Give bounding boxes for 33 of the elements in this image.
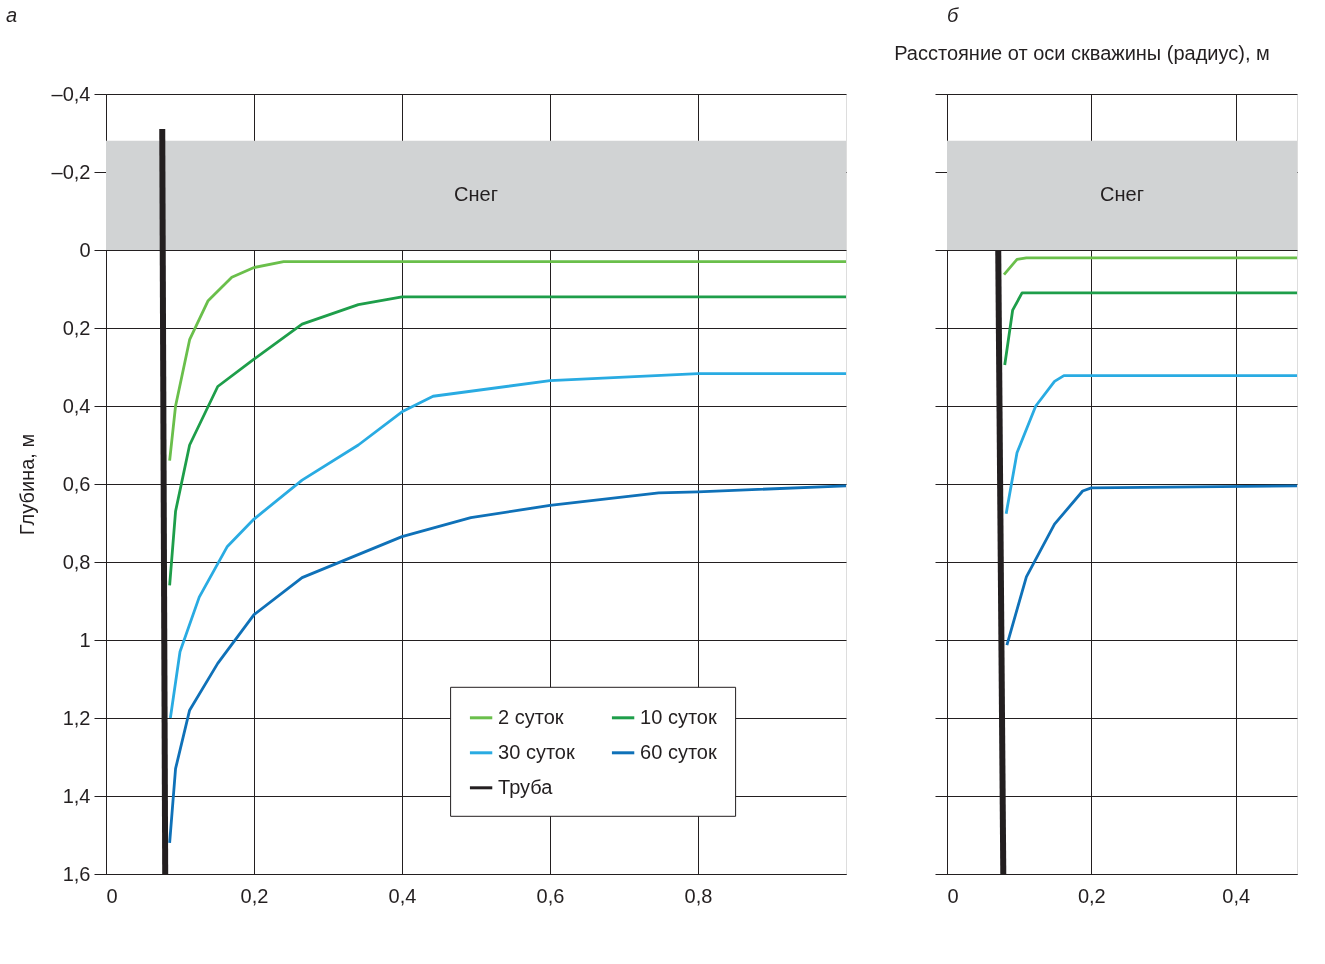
y-tick-label: 1,6 [62,862,91,885]
band-label: Снег [1100,183,1144,206]
line-series [168,260,846,462]
y-tick-label: 1,2 [62,706,91,729]
y-tick-label: 0 [79,238,91,261]
legend-label: 2 суток [498,705,564,728]
x-tick-label: 0,4 [388,884,417,907]
x-tick-label: 0,2 [240,884,269,907]
legend-label: 10 суток [640,705,717,728]
x-tick-label: 0 [947,884,959,907]
y-tick-label: 0,4 [62,394,91,417]
legend-label: 60 суток [640,740,717,763]
x-axis-title: Расстояние от оси скважины (радиус), м [894,42,1270,64]
x-tick-label: 0 [106,884,118,907]
x-tick-label: 0,4 [1222,884,1251,907]
chart-title: а [6,4,18,26]
x-tick-label: 0,8 [684,884,713,907]
chart-title: б [947,4,959,26]
y-tick-label: 0,6 [62,472,91,495]
y-axis-title: Глубина, м [15,433,38,536]
band-label: Снег [454,183,498,206]
line-series [168,295,846,587]
y-tick-label: 0,2 [62,316,91,339]
legend-label: Труба [498,775,554,798]
legend-label: 30 суток [498,740,575,763]
x-tick-label: 0,6 [536,884,565,907]
y-tick-label: 0,8 [62,550,91,573]
y-tick-label: –0,2 [51,160,91,183]
y-tick-label: –0,4 [51,82,91,105]
y-tick-label: 1 [79,628,91,651]
line-series [168,484,846,845]
x-tick-label: 0,2 [1077,884,1106,907]
y-tick-label: 1,4 [62,784,91,807]
